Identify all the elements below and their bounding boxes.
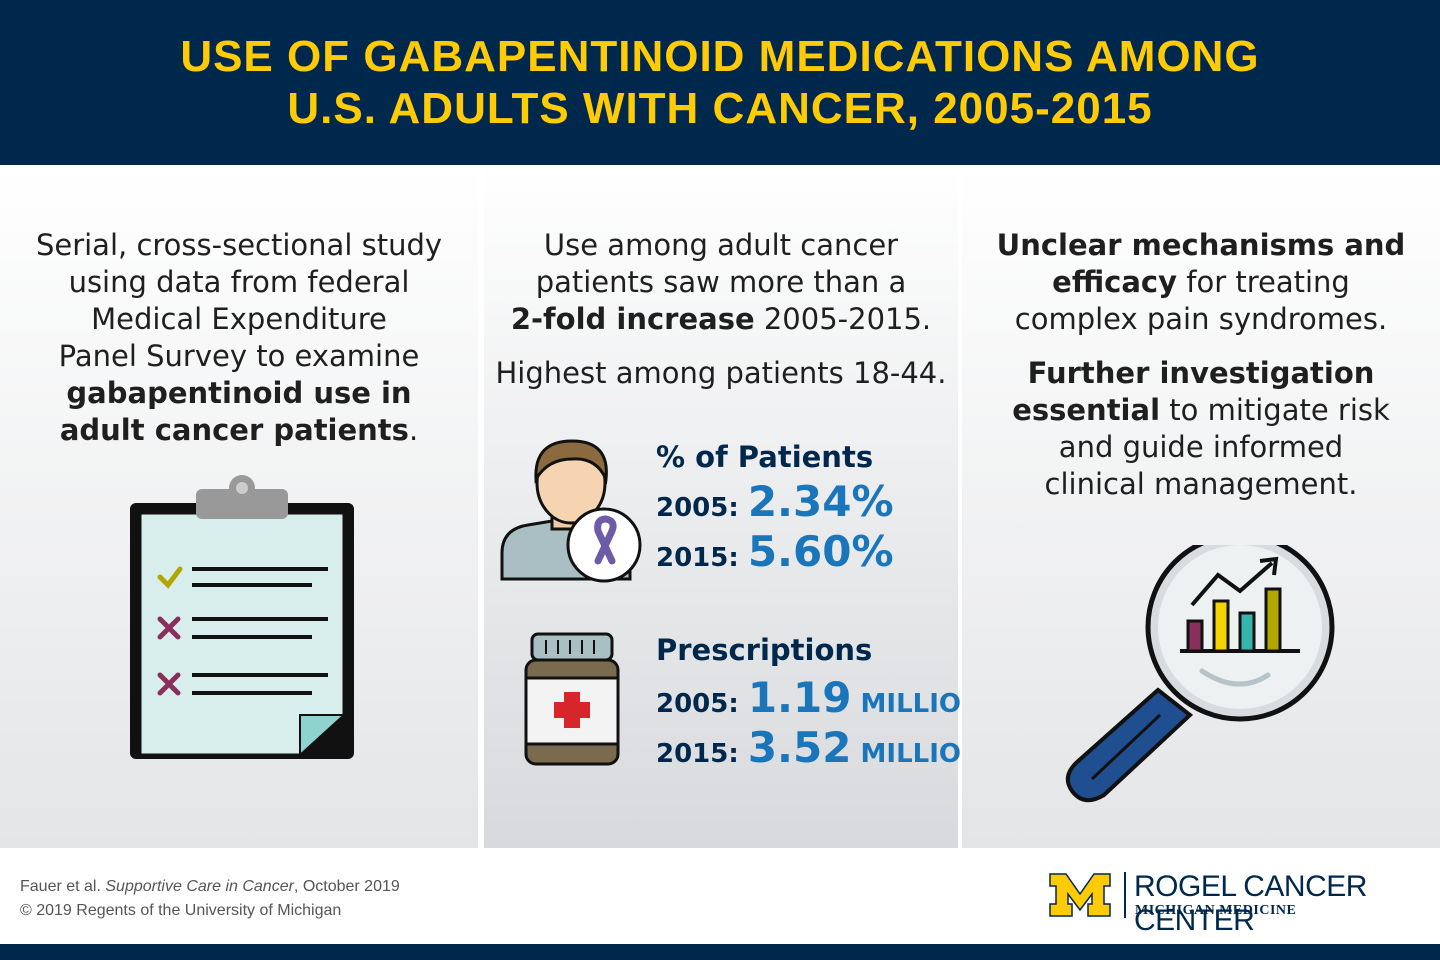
prescriptions-2015: 2015: 3.52 MILLION [656,723,983,772]
prescriptions-title: Prescriptions [656,633,873,667]
study-panel: Serial, cross-sectional study using data… [0,165,478,848]
citation: Fauer et al. Supportive Care in Cancer, … [20,878,400,895]
prescriptions-2005-value: 1.19 [747,673,852,722]
patients-2015: 2015: 5.60% [656,527,894,576]
patients-2005: 2005: 2.34% [656,477,894,526]
prescriptions-2005: 2005: 1.19 MILLION [656,673,983,722]
clipboard-icon [130,475,354,759]
highest-age-note: Highest among patients 18-44. [495,356,947,390]
results-line: Use among adult cancer [543,228,899,262]
header-banner: USE OF GABAPENTINOID MEDICATIONS AMONG U… [0,0,1440,165]
title-line-1: USE OF GABAPENTINOID MEDICATIONS AMONG [180,31,1260,81]
logo-subtitle: MICHIGAN MEDICINE [1135,903,1297,918]
bottom-bar [0,944,1440,960]
study-line: using data from federal [68,265,410,299]
study-bold-line-2: adult cancer patients [59,413,409,447]
conclusion-paragraph-2: Further investigation essential to mitig… [1012,356,1390,501]
copyright: © 2019 Regents of the University of Mich… [20,902,342,919]
results-line: patients saw more than a [535,265,907,299]
prescriptions-2015-value: 3.52 [747,723,852,772]
study-line: Panel Survey to examine [58,339,420,373]
pill-bottle-icon [524,632,620,766]
results-bold: 2-fold increase [510,302,755,336]
study-description: Serial, cross-sectional study using data… [14,227,464,449]
patients-2015-value: 5.60% [747,527,894,576]
magnifier-chart-icon [1065,545,1335,803]
patients-2005-value: 2.34% [747,477,894,526]
title-line-2: U.S. ADULTS WITH CANCER, 2005-2015 [287,83,1153,133]
block-m-logo-icon [1049,873,1111,917]
study-line: Medical Expenditure [91,302,387,336]
patients-title: % of Patients [656,440,874,474]
results-description: Use among adult cancer patients saw more… [484,227,958,338]
logo-title: ROGEL CANCER CENTER [1134,870,1367,937]
logo-divider [1124,872,1126,918]
study-bold-line-1: gabapentinoid use in [66,376,412,410]
study-line: Serial, cross-sectional study [35,228,443,262]
conclusion-panel: Unclear mechanisms and efficacy for trea… [962,165,1440,848]
conclusion-paragraph-1: Unclear mechanisms and efficacy for trea… [996,228,1406,336]
results-panel: Use among adult cancer patients saw more… [484,165,983,848]
patient-ribbon-icon [500,439,642,583]
footer: Fauer et al. Supportive Care in Cancer, … [0,848,1440,960]
